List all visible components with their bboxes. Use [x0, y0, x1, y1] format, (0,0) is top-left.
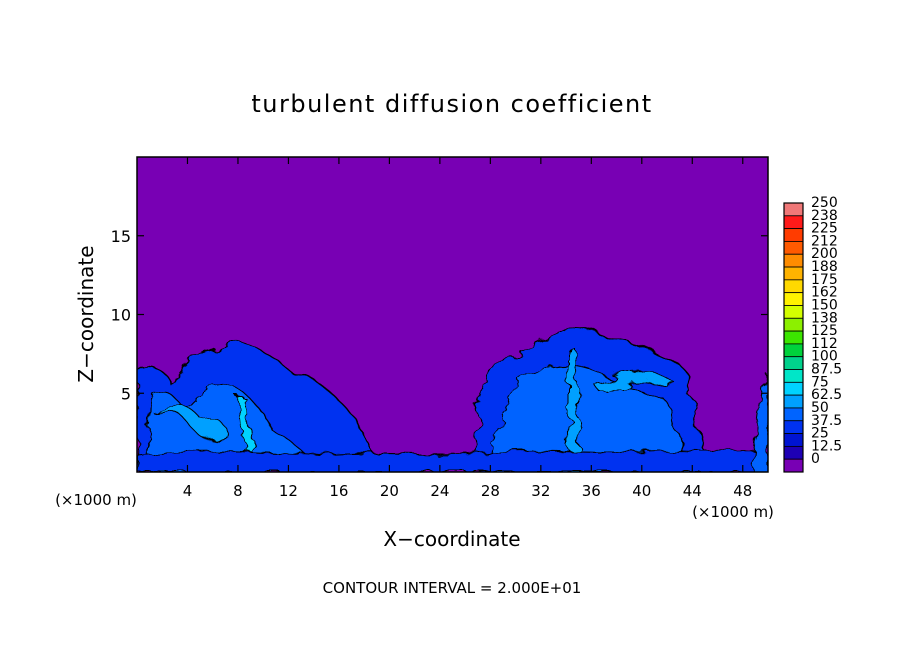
right-edge-plume [751, 374, 768, 472]
x-tick-label: 48 [733, 482, 752, 500]
x-unit-left: (×1000 m) [55, 491, 137, 509]
colorbar-swatch [783, 202, 804, 217]
y-tick-label: 15 [111, 227, 131, 246]
surface-layer-band [137, 449, 768, 472]
colorbar-label: 250 [811, 195, 838, 211]
x-tick-label: 44 [683, 482, 702, 500]
colorbar-label: 175 [811, 272, 838, 288]
plot-area [137, 157, 768, 472]
colorbar-label: 37.5 [811, 413, 842, 429]
x-tick-label: 20 [380, 482, 399, 500]
y-axis-label: Z−coordinate [74, 245, 98, 382]
contour-interval-note: CONTOUR INTERVAL = 2.000E+01 [323, 579, 582, 597]
colorbar-swatch [783, 356, 804, 370]
colorbar-swatch [783, 420, 804, 434]
plume-middle-inner [489, 365, 691, 472]
colorbar-swatch [783, 343, 804, 358]
colorbar-label: 0 [811, 451, 820, 467]
colorbar-swatch [783, 407, 804, 422]
colorbar-label: 212 [811, 233, 838, 249]
colorbar-label: 100 [811, 349, 838, 365]
colorbar-label: 150 [811, 297, 838, 313]
x-tick-label: 16 [329, 482, 348, 500]
colorbar-swatch [783, 369, 804, 383]
colorbar-swatch [783, 305, 804, 319]
colorbar-label: 225 [811, 221, 838, 237]
colorbar-swatch [783, 445, 804, 460]
x-tick-label: 8 [233, 482, 243, 500]
x-tick-label: 36 [582, 482, 601, 500]
surface-layer [137, 374, 768, 472]
chart-title: turbulent diffusion coefficient [251, 90, 652, 118]
colorbar-label: 188 [811, 259, 838, 275]
colorbar-label: 25 [811, 426, 829, 442]
colorbar-frame [783, 202, 804, 473]
colorbar-label: 238 [811, 208, 838, 224]
plume-middle-filament [567, 349, 583, 472]
plume-middle [469, 328, 711, 472]
x-tick-label: 40 [632, 482, 651, 500]
colorbar-swatch [783, 381, 804, 396]
colorbar-swatch [783, 394, 804, 409]
colorbar-swatch [783, 215, 804, 230]
y-tick-label: 10 [111, 306, 131, 325]
colorbar: 2502382252122001881751621501381251121008… [783, 195, 842, 473]
colorbar-swatch [783, 317, 804, 332]
colorbar-swatch [783, 241, 804, 255]
colorbar-swatch [783, 253, 804, 268]
colorbar-label: 162 [811, 285, 838, 301]
colorbar-swatch [783, 433, 804, 447]
colorbar-swatch [783, 458, 804, 473]
colorbar-label: 87.5 [811, 362, 842, 378]
colorbar-label: 200 [811, 246, 838, 262]
x-tick-label: 12 [279, 482, 298, 500]
colorbar-label: 138 [811, 310, 838, 326]
x-unit-right: (×1000 m) [692, 503, 774, 521]
colorbar-swatch [783, 330, 804, 345]
colorbar-swatch [783, 292, 804, 306]
plume-left-core [149, 403, 231, 442]
colorbar-label: 50 [811, 400, 829, 416]
x-tick-label: 24 [430, 482, 449, 500]
x-tick-label: 28 [481, 482, 500, 500]
colorbar-swatch [783, 279, 804, 294]
x-tick-label: 32 [531, 482, 550, 500]
x-tick-label: 4 [183, 482, 193, 500]
colorbar-swatch [783, 266, 804, 281]
colorbar-label: 62.5 [811, 387, 842, 403]
x-axis-ticks: 4 8 12 16 20 24 28 32 36 40 44 48 [183, 157, 752, 500]
colorbar-label: 75 [811, 374, 829, 390]
y-axis-ticks: 5 10 15 [111, 227, 768, 403]
colorbar-label: 125 [811, 323, 838, 339]
colorbar-label: 112 [811, 336, 838, 352]
y-tick-label: 5 [121, 384, 131, 403]
x-axis-label: X−coordinate [383, 527, 520, 551]
colorbar-label: 12.5 [811, 438, 842, 454]
colorbar-swatch [783, 228, 804, 242]
plume-middle-arc [594, 373, 673, 393]
